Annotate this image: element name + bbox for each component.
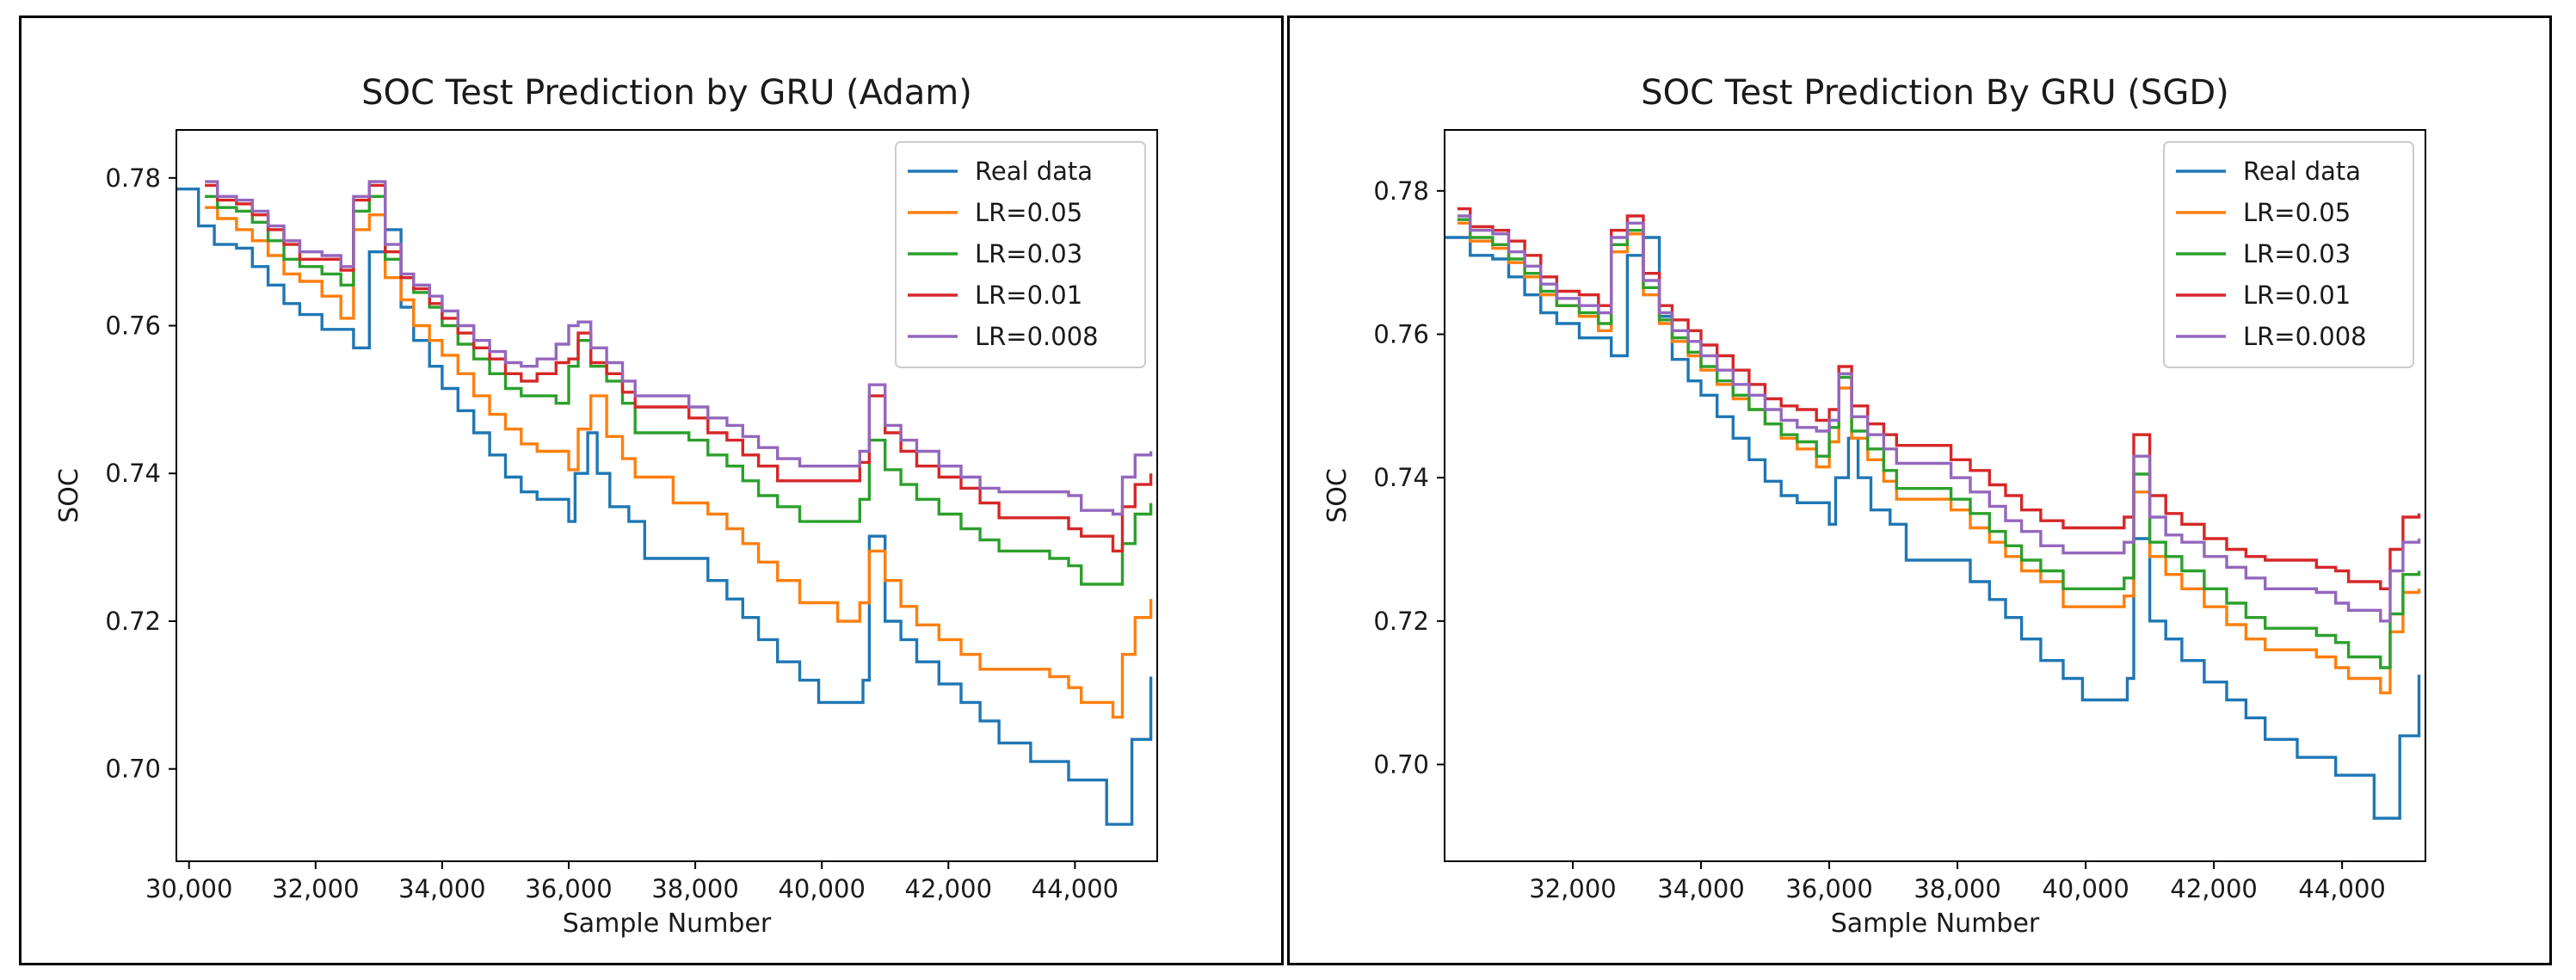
y-tick-label: 0.72 [1373,607,1429,636]
x-tick-label: 42,000 [905,874,992,903]
y-axis-label: SOC [1322,468,1353,523]
y-tick-label: 0.76 [105,311,161,341]
legend: Real data LR=0.05 LR=0.03 LR=0.01 LR=0.008 [2163,141,2414,368]
plot-frame [1444,129,2426,862]
legend-box [2163,141,2414,368]
legend-label-lr-0-03: LR=0.03 [975,239,1082,268]
series-line-real-data [1445,236,2421,820]
x-tick-label: 32,000 [1529,874,1616,903]
x-tick-label: 34,000 [398,874,485,903]
x-axis-label: Sample Number [563,909,772,939]
x-tick-label: 30,000 [145,874,232,903]
x-tick-label: 36,000 [1785,874,1872,903]
legend-label-lr-0-008: LR=0.008 [975,322,1099,351]
y-tick-label: 0.78 [1373,176,1429,206]
x-tick-label: 40,000 [778,874,865,903]
legend-label-lr-0-05: LR=0.05 [975,198,1082,227]
x-tick-label: 38,000 [651,874,738,903]
series-line-lr-0-008 [1457,214,2421,623]
x-tick-label: 38,000 [1914,874,2000,903]
chart-adam: SOC Test Prediction by GRU (Adam) 30,000 3… [54,73,1158,939]
x-tick-label: 32,000 [272,874,359,903]
y-tick-label: 0.76 [1373,320,1429,349]
x-tick-label: 40,000 [2042,874,2129,903]
y-axis-label: SOC [54,468,84,523]
y-tick-label: 0.78 [105,163,161,193]
chart-title: SOC Test Prediction by GRU (Adam) [361,73,972,113]
series-line-lr-0-03 [205,194,1153,586]
legend-label-lr-0-008: LR=0.008 [2243,322,2367,351]
chart-sgd: SOC Test Prediction By GRU (SGD) 32,000 34… [1322,73,2426,939]
legend-label-real-data: Real data [975,157,1093,186]
series-group [1445,207,2421,820]
chart-panel-sgd: SOC Test Prediction By GRU (SGD) 32,000 34… [1287,15,2552,965]
series-line-real-data [176,188,1153,826]
x-tick-label: 34,000 [1657,874,1744,903]
y-tick-label: 0.70 [1373,750,1429,780]
x-tick-label: 42,000 [2170,874,2257,903]
chart-panel-adam: SOC Test Prediction by GRU (Adam) 30,000 3… [19,15,1284,965]
plot-frame [176,129,1158,862]
legend-label-lr-0-05: LR=0.05 [2243,198,2351,227]
legend-box [895,141,1146,368]
legend: Real data LR=0.05 LR=0.03 LR=0.01 LR=0.008 [895,141,1146,368]
legend-label-lr-0-01: LR=0.01 [975,280,1082,310]
chart-title: SOC Test Prediction By GRU (SGD) [1641,73,2228,113]
y-tick-label: 0.72 [105,607,161,636]
y-tick-label: 0.70 [105,755,161,784]
x-tick-label: 44,000 [1032,874,1119,903]
x-axis-label: Sample Number [1831,909,2040,939]
y-tick-label: 0.74 [105,459,161,488]
x-tick-label: 36,000 [525,874,612,903]
legend-label-real-data: Real data [2243,157,2361,186]
legend-label-lr-0-01: LR=0.01 [2243,280,2351,310]
series-line-lr-0-008 [205,180,1153,516]
series-line-lr-0-05 [205,206,1153,719]
legend-label-lr-0-03: LR=0.03 [2243,239,2351,268]
series-group [176,180,1153,826]
y-tick-label: 0.74 [1373,463,1429,492]
x-tick-label: 44,000 [2298,874,2385,903]
